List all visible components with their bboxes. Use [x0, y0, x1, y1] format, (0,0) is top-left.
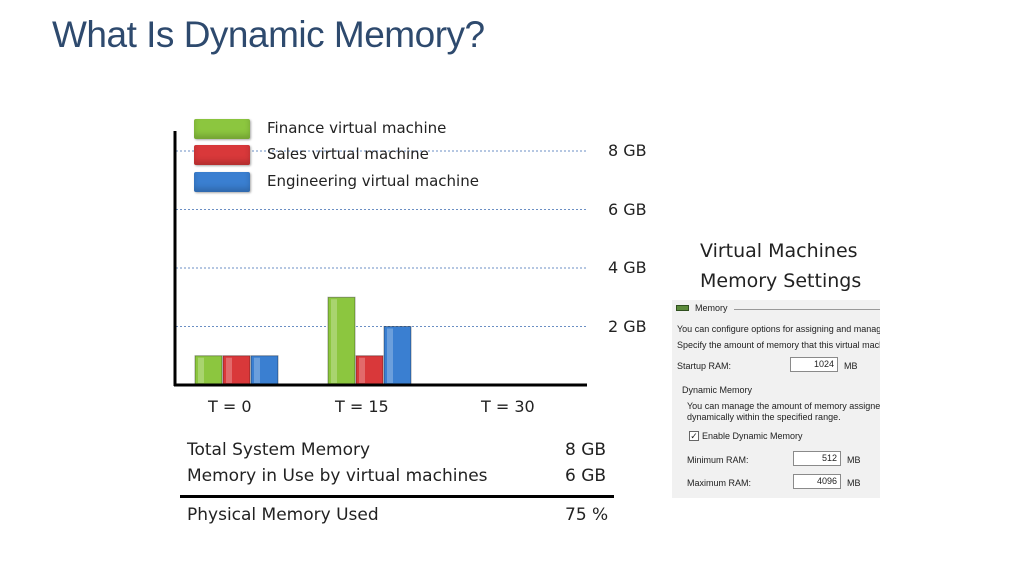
legend-swatch: [194, 119, 250, 139]
vm-heading-line2: Memory Settings: [700, 270, 862, 292]
bar-sales-1: [355, 355, 384, 386]
y-tick-label: 2 GB: [608, 316, 647, 336]
total-value: 75 %: [565, 505, 609, 525]
legend-swatch: [194, 172, 250, 192]
x-tick-label: T = 15: [335, 397, 389, 416]
dynamic-memory-title: Dynamic Memory: [682, 385, 753, 395]
memory-section-header: Memory: [676, 303, 728, 313]
section-divider: [734, 309, 880, 310]
bar-highlight: [254, 357, 260, 383]
maximum-ram-input[interactable]: 4096: [793, 474, 841, 489]
bar-sales-0: [222, 355, 251, 386]
legend-label: Engineering virtual machine: [267, 172, 479, 190]
startup-ram-unit: MB: [844, 361, 858, 371]
y-tick-label: 8 GB: [608, 141, 647, 160]
bar-highlight: [198, 357, 204, 383]
bar-highlight: [359, 357, 365, 383]
y-tick-label: 6 GB: [608, 199, 647, 219]
table-divider: [180, 495, 614, 498]
bar-engineering-1: [383, 326, 412, 386]
x-tick-label: T = 0: [208, 397, 252, 416]
legend-item: Finance virtual machine: [194, 118, 446, 140]
maximum-ram-label: Maximum RAM:: [687, 478, 752, 488]
startup-ram-input[interactable]: 1024: [790, 357, 838, 372]
slide-title: What Is Dynamic Memory?: [52, 14, 485, 55]
vm-settings-heading: Virtual Machines Memory Settings: [700, 236, 861, 296]
vm-heading-line1: Virtual Machines: [700, 240, 858, 262]
legend-swatch: [194, 145, 250, 165]
memory-summary-table: Total System Memory 8 GB Memory in Use b…: [187, 440, 613, 492]
chart-bars: [194, 296, 412, 386]
memory-row-total-system: Total System Memory 8 GB: [187, 440, 613, 466]
row-value: 6 GB: [565, 466, 607, 486]
bar-finance-1: [327, 296, 356, 386]
maximum-ram-unit: MB: [847, 478, 861, 488]
legend-label: Finance virtual machine: [267, 119, 447, 137]
minimum-ram-unit: MB: [847, 455, 861, 465]
bar-highlight: [331, 299, 337, 383]
x-tick-label: T = 30: [481, 397, 535, 416]
enable-dynamic-memory-checkbox[interactable]: ✓: [689, 431, 699, 441]
total-label: Physical Memory Used: [187, 505, 379, 525]
y-tick-label: 4 GB: [608, 258, 647, 277]
bar-highlight: [387, 328, 393, 383]
startup-ram-label: Startup RAM:: [677, 361, 732, 371]
row-label: Memory in Use by virtual machines: [187, 466, 488, 486]
memory-description-1: You can configure options for assigning …: [677, 324, 880, 334]
memory-row-in-use: Memory in Use by virtual machines 6 GB: [187, 466, 613, 492]
minimum-ram-input[interactable]: 512: [793, 451, 841, 466]
legend-item: Sales virtual machine: [194, 144, 429, 166]
legend-item: Engineering virtual machine: [194, 171, 479, 193]
memory-chip-icon: [676, 305, 689, 311]
bar-highlight: [226, 357, 232, 383]
dynamic-description-1: You can manage the amount of memory assi…: [687, 401, 880, 411]
memory-row-physical-used: Physical Memory Used 75 %: [187, 505, 613, 531]
enable-dynamic-memory-label: Enable Dynamic Memory: [702, 431, 803, 441]
memory-settings-panel: Memory You can configure options for ass…: [672, 300, 880, 498]
row-value: 8 GB: [565, 440, 607, 460]
minimum-ram-label: Minimum RAM:: [687, 455, 749, 465]
memory-section-title: Memory: [695, 303, 728, 313]
legend-label: Sales virtual machine: [267, 145, 429, 163]
dynamic-description-2: dynamically within the specified range.: [687, 412, 841, 422]
row-label: Total System Memory: [187, 440, 371, 460]
memory-description-2: Specify the amount of memory that this v…: [677, 340, 880, 350]
bar-engineering-0: [250, 355, 279, 386]
